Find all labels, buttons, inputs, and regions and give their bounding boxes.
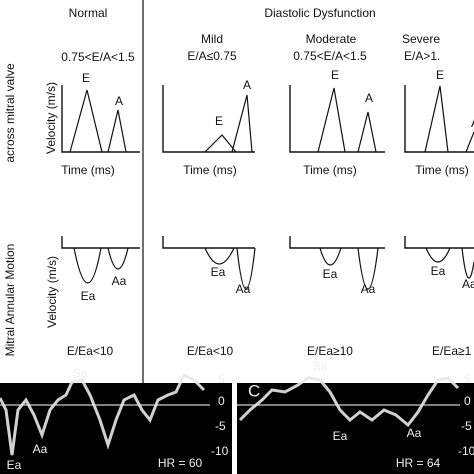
axis (162, 85, 255, 153)
wave (424, 85, 474, 153)
peak-label: Aa (361, 282, 376, 296)
wave (73, 247, 129, 284)
ratio: 0.75<E/A<1.5 (293, 49, 367, 63)
scale-label: 0 (218, 394, 225, 408)
peak-label: Ea (431, 264, 446, 278)
echo-label: Ea (7, 458, 22, 472)
peak-label: Aa (462, 277, 474, 291)
peak-label: Ea (81, 289, 96, 303)
side-label: Velocity (m/s) (45, 256, 59, 328)
scale-label: -10 (458, 444, 474, 458)
echo-background (237, 383, 474, 474)
wave (425, 247, 474, 279)
heart-rate: HR = 60 (158, 456, 203, 470)
index-label: E/Ea≥1 (432, 344, 472, 358)
axis (289, 85, 385, 153)
panel-title: Moderate (306, 32, 357, 46)
index-label: E/Ea≥10 (307, 344, 353, 358)
side-label: across mitral valve (3, 63, 17, 163)
wave (317, 87, 377, 153)
echo-trace (238, 376, 460, 428)
axis (404, 85, 474, 153)
ratio: 0.75<E/A<1.5 (61, 50, 135, 64)
header-dysfunction: Diastolic Dysfunction (264, 6, 375, 20)
wave (69, 89, 127, 153)
scale-label: -5 (461, 419, 472, 433)
scale-label: 5 (464, 372, 471, 386)
side-label: Mitral Annular Motion (3, 244, 17, 357)
ratio: E/A≤0.75 (187, 49, 237, 63)
axis (404, 236, 474, 249)
peak-label: A (243, 78, 251, 92)
wave (204, 247, 256, 290)
echo-label: Sa (73, 366, 88, 380)
peak-label: E (82, 71, 90, 85)
peak-label: Ea (211, 265, 226, 279)
axis (61, 236, 140, 249)
axis (289, 236, 385, 249)
panel-title: Mild (201, 32, 223, 46)
peak-label: E (331, 68, 339, 82)
peak-label: Aa (112, 274, 127, 288)
panel-title: Severe (402, 32, 440, 46)
peak-label: A (365, 91, 373, 105)
peak-label: Ea (323, 267, 338, 281)
time-label: Time (ms) (61, 163, 115, 177)
peak-label: A (471, 116, 474, 130)
peak-label: A (115, 94, 123, 108)
peak-label: E (436, 68, 444, 82)
time-label: Time (ms) (183, 163, 237, 177)
header-normal: Normal (69, 6, 108, 20)
echo-label: Ea (333, 429, 348, 443)
side-label: Velocity (m/s) (44, 82, 58, 154)
peak-label: E (215, 114, 223, 128)
index-label: E/Ea<10 (187, 344, 234, 358)
time-label: Time (ms) (303, 163, 357, 177)
scale-label: -5 (215, 419, 226, 433)
echo-right: C Sa Ea Aa HR = 64 5 0 -5 -10 (237, 359, 474, 474)
heart-rate: HR = 64 (396, 456, 441, 470)
axis (61, 85, 140, 153)
axis (162, 236, 255, 249)
time-label: Time (ms) (415, 163, 469, 177)
echo-left: Sa Aa Ea HR = 60 5 0 -5 -10 (0, 366, 232, 474)
scale-label: 5 (218, 372, 225, 386)
wave (204, 94, 253, 153)
echo-trace (0, 372, 206, 456)
echo-label: Aa (407, 426, 422, 440)
panel-letter: C (248, 381, 260, 400)
wave (319, 247, 379, 290)
echo-label: Aa (33, 442, 48, 456)
index-label: E/Ea<10 (67, 344, 114, 358)
echo-label: Sa (313, 359, 328, 373)
scale-label: -10 (211, 444, 229, 458)
ratio: E/A>1. (404, 49, 440, 63)
peak-label: Aa (236, 282, 251, 296)
scale-label: 0 (464, 394, 471, 408)
